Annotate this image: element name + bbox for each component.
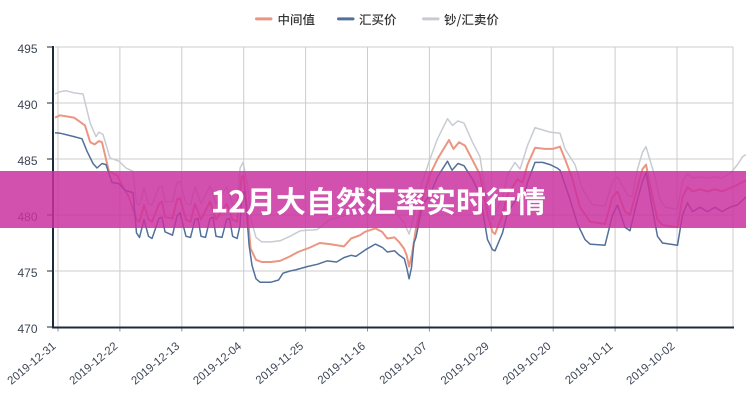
svg-text:2019-11-07: 2019-11-07 <box>378 340 430 386</box>
svg-text:490: 490 <box>17 98 37 112</box>
svg-text:2019-10-29: 2019-10-29 <box>439 340 492 387</box>
svg-text:2019-12-13: 2019-12-13 <box>129 340 182 387</box>
svg-text:2019-11-16: 2019-11-16 <box>316 340 368 386</box>
svg-text:2019-11-25: 2019-11-25 <box>254 340 306 386</box>
svg-text:2019-12-22: 2019-12-22 <box>68 340 121 387</box>
svg-text:2019-12-04: 2019-12-04 <box>191 340 244 387</box>
svg-text:485: 485 <box>17 154 37 168</box>
svg-text:470: 470 <box>17 322 37 336</box>
svg-text:2019-10-11: 2019-10-11 <box>563 340 615 386</box>
svg-text:475: 475 <box>17 266 37 280</box>
svg-text:2019-10-20: 2019-10-20 <box>501 340 554 387</box>
svg-text:495: 495 <box>17 42 37 56</box>
svg-text:2019-10-02: 2019-10-02 <box>625 340 678 387</box>
svg-text:2019-12-31: 2019-12-31 <box>6 340 59 387</box>
